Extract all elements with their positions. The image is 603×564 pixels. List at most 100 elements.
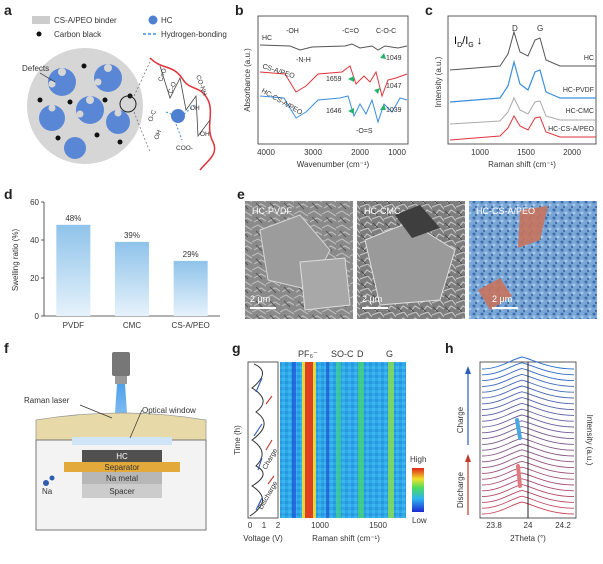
voltage-tick: 0	[248, 521, 253, 530]
ftir-annotation: -OH	[286, 28, 299, 35]
ftir-tick: 4000	[257, 148, 275, 157]
panel-label-h: h	[445, 340, 454, 356]
chem-label: C=O	[157, 68, 168, 83]
xrd-trace	[481, 397, 575, 411]
raman-series-label: HC-CMC	[566, 108, 594, 115]
ftir-annotation: 1047	[386, 83, 402, 90]
separator-label: Separator	[104, 463, 139, 472]
ftir-annotation: -O=S	[356, 128, 373, 135]
xrd-trace	[481, 484, 575, 498]
ftir-line-composite	[259, 95, 408, 124]
voltage-tick: 1	[262, 521, 267, 530]
panel-label-a: a	[4, 2, 12, 18]
xrd-trace	[481, 368, 575, 382]
spacer-layer	[82, 484, 162, 498]
swelling-value-label: 48%	[65, 214, 81, 223]
raman-heatmap	[280, 362, 406, 518]
charge-shift-marker	[515, 418, 522, 440]
raman-line-pvdf	[449, 59, 596, 103]
swelling-value-label: 29%	[183, 250, 199, 259]
ftir-annotation: C-O-C	[376, 28, 396, 35]
swelling-value-label: 39%	[124, 231, 140, 240]
hc-layer-label: HC	[116, 452, 128, 461]
xrd-waterfall	[481, 356, 575, 515]
raman-series-label: HC	[584, 55, 594, 62]
raman-series-label: HC-PVDF	[563, 87, 594, 94]
xrd-tick: 23.8	[486, 521, 502, 530]
xrd-trace	[481, 466, 575, 480]
raman-xlabel: Raman shift (cm⁻¹)	[488, 160, 556, 169]
swelling-y-tick: 60	[30, 198, 39, 207]
xrd-trace	[481, 437, 575, 451]
sem-scale-label: 2 μm	[250, 294, 270, 304]
heatmap-xlabel: Raman shift (cm⁻¹)	[312, 534, 380, 543]
ftir-ylabel: Absorbance (a.u.)	[243, 48, 252, 112]
xrd-trace	[481, 362, 575, 376]
g-peak-label: G	[537, 24, 543, 33]
raman-tick: 2000	[563, 148, 581, 157]
legend-hc: HC	[161, 16, 173, 25]
xrd-trace	[481, 431, 575, 445]
raman-line-cmc	[449, 96, 596, 125]
separator-layer	[64, 462, 180, 472]
legend-hbond: Hydrogen-bonding	[161, 30, 227, 39]
xrd-trace	[481, 489, 575, 503]
legend-carbon-black: Carbon black	[54, 30, 102, 39]
chem-label: O-C	[147, 109, 158, 123]
swelling-y-tick: 20	[30, 274, 39, 283]
ftir-annotation: 1049	[386, 55, 402, 62]
raman-line-hc	[449, 30, 596, 71]
ftir-xlabel: Wavenumber (cm⁻¹)	[297, 160, 370, 169]
raman-tick: 1000	[471, 148, 489, 157]
raman-tick: 1500	[517, 148, 535, 157]
chem-label: OH	[153, 129, 163, 141]
ftir-tick: 2000	[351, 148, 369, 157]
xrd-tick: 24.2	[555, 521, 571, 530]
heatmap-header: D	[357, 349, 364, 359]
panel-label-d: d	[4, 186, 13, 202]
chem-label: C-O	[167, 81, 178, 95]
sem-scale-label: 2 μm	[362, 294, 382, 304]
colorbar-high: High	[410, 455, 426, 464]
xrd-trace	[481, 414, 575, 428]
id-ig-ratio: ID/IG ↓	[454, 35, 482, 49]
xrd-trace	[481, 449, 575, 463]
chem-label: OH	[190, 105, 200, 112]
chem-label: COO-	[176, 145, 193, 152]
ftir-annotation: -N-H	[296, 57, 311, 64]
ftir-series-label: HC	[262, 35, 272, 42]
window-label: Optical window	[142, 406, 196, 415]
swelling-plot: 0 20 40 60 48% PVDF 39% CMC 29% CS-A/PEO	[30, 198, 220, 330]
xrd-trace	[481, 455, 575, 469]
xrd-trace	[481, 373, 575, 387]
sem-title: HC-PVDF	[252, 206, 293, 216]
defects-label: Defects	[22, 64, 49, 73]
discharge-label-h: Discharge	[456, 471, 465, 508]
binder-swatch	[32, 16, 50, 24]
ftir-annotation: 1646	[326, 108, 342, 115]
panel-label-c: c	[425, 2, 433, 18]
swelling-bar	[56, 224, 91, 316]
swelling-ylabel: Swelling ratio (%)	[11, 229, 20, 292]
xrd-trace	[481, 460, 575, 474]
ftir-annotation: 1039	[386, 107, 402, 114]
panel-label-f: f	[4, 340, 9, 356]
heatmap-tick: 1500	[369, 521, 387, 530]
raman-series-label: HC-CS-A/PEO	[548, 126, 594, 133]
ftir-line-binder	[259, 65, 408, 98]
xrd-trace	[481, 420, 575, 434]
xrd-trace	[481, 443, 575, 457]
panel-label-e: e	[237, 186, 245, 202]
heatmap-tick: 1000	[311, 521, 329, 530]
hc-particles	[39, 64, 130, 159]
swelling-category-label: CS-A/PEO	[172, 321, 210, 330]
xrd-trace	[481, 495, 575, 509]
raman-line-composite	[449, 114, 596, 141]
binder-chain	[149, 57, 216, 171]
xrd-trace	[481, 402, 575, 416]
